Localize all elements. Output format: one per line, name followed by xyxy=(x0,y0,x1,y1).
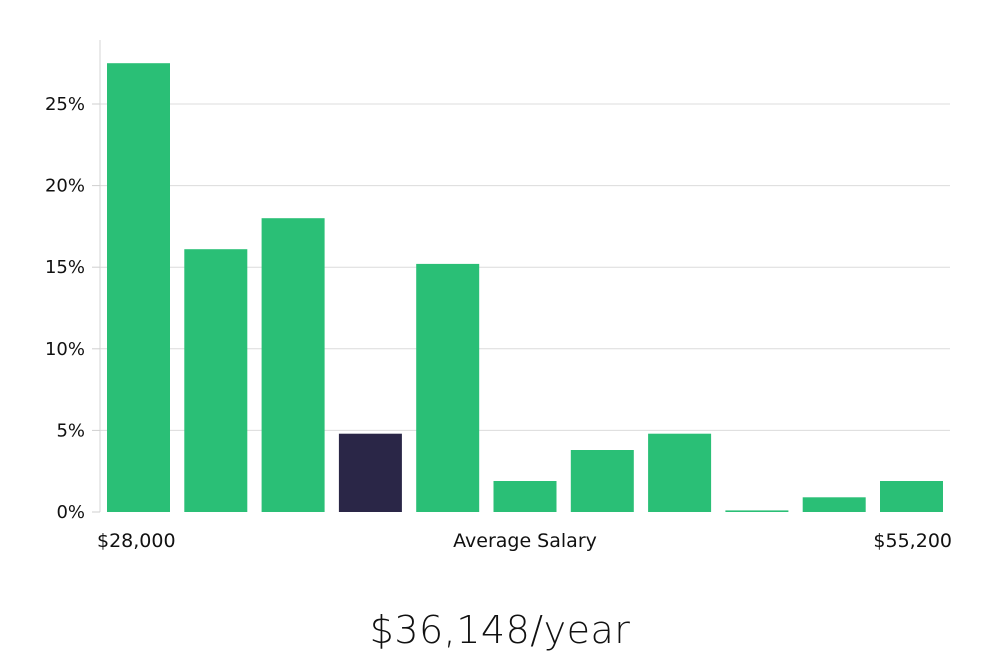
bar xyxy=(725,510,789,512)
salary-histogram: 0%5%10%15%20%25% $28,000 Average Salary … xyxy=(45,40,952,552)
y-tick-label: 10% xyxy=(45,339,85,360)
y-tick-label: 15% xyxy=(45,257,85,278)
bar xyxy=(570,450,634,512)
bar xyxy=(416,263,480,512)
bar xyxy=(802,497,866,512)
bar xyxy=(184,249,248,512)
y-tick-label: 25% xyxy=(45,94,85,115)
y-tick-labels: 0% 5% 10% 15% 20% 25% xyxy=(45,94,100,523)
bar-highlighted xyxy=(338,433,402,512)
bar xyxy=(261,218,325,512)
average-salary-value: $36,148/year xyxy=(369,608,631,652)
x-min-label: $28,000 xyxy=(97,530,176,552)
bars xyxy=(107,63,943,512)
y-tick-label: 0% xyxy=(56,502,85,523)
y-tick-label: 20% xyxy=(45,176,85,197)
x-axis-title: Average Salary xyxy=(453,530,597,552)
bar xyxy=(648,433,712,512)
bar xyxy=(880,481,943,512)
bar xyxy=(493,481,557,512)
y-tick-label: 5% xyxy=(56,420,85,441)
x-max-label: $55,200 xyxy=(873,530,952,552)
bar xyxy=(107,63,170,512)
